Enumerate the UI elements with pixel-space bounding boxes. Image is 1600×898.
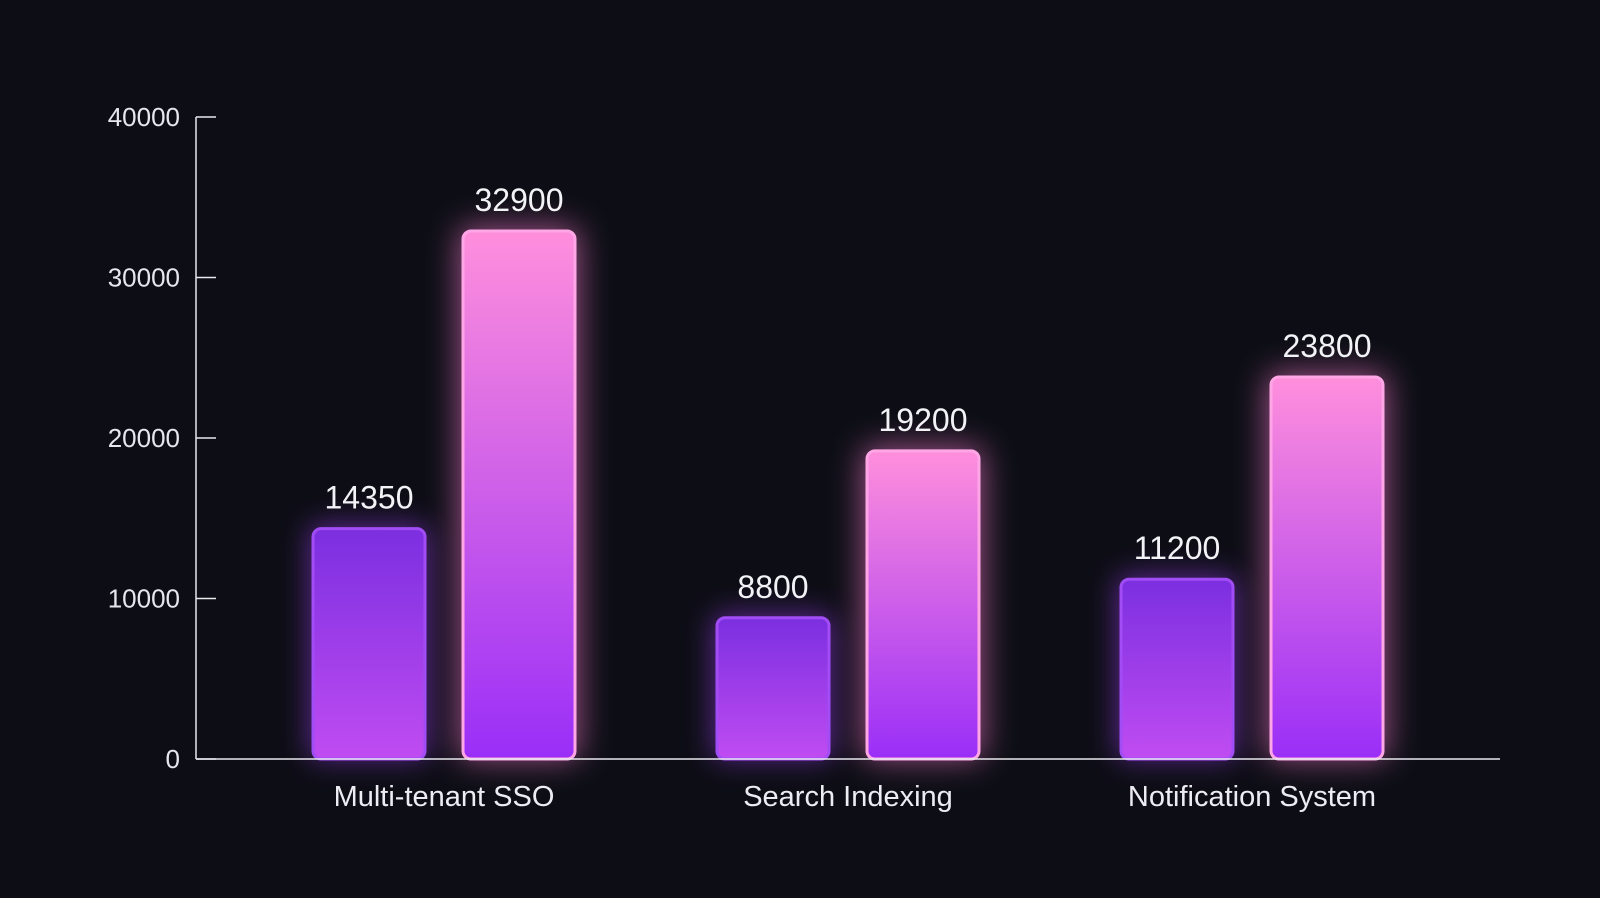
x-category-label-2: Notification System	[1128, 781, 1376, 813]
value-label-s1-c1: 19200	[879, 402, 968, 438]
x-category-label-1: Search Indexing	[743, 781, 953, 813]
y-tick-label-2: 20000	[108, 423, 180, 453]
value-label-s1-c0: 32900	[475, 182, 564, 218]
bar-s0-c1	[715, 616, 831, 761]
label-layer: 0 10000 20000 30000 40000 Multi-tenant SSO Sea…	[108, 102, 1376, 813]
value-label-s1-c2: 23800	[1283, 328, 1372, 364]
y-tick-label-1: 10000	[108, 584, 180, 614]
bar-s1-c1	[865, 449, 981, 761]
bar-s0-c0	[311, 527, 427, 761]
y-tick-label-3: 30000	[108, 263, 180, 293]
y-tick-label-4: 40000	[108, 102, 180, 132]
value-label-s0-c1: 8800	[737, 569, 808, 605]
value-label-s0-c0: 14350	[325, 480, 414, 516]
value-label-s0-c2: 11200	[1134, 530, 1221, 566]
bar-s0-c2	[1119, 577, 1235, 761]
x-category-label-0: Multi-tenant SSO	[334, 781, 555, 813]
bar-s1-c0	[461, 229, 577, 761]
bar-s1-c2	[1269, 375, 1385, 761]
bar-layer	[311, 229, 1385, 761]
axis-layer	[195, 116, 1500, 760]
y-tick-label-0: 0	[166, 744, 180, 774]
